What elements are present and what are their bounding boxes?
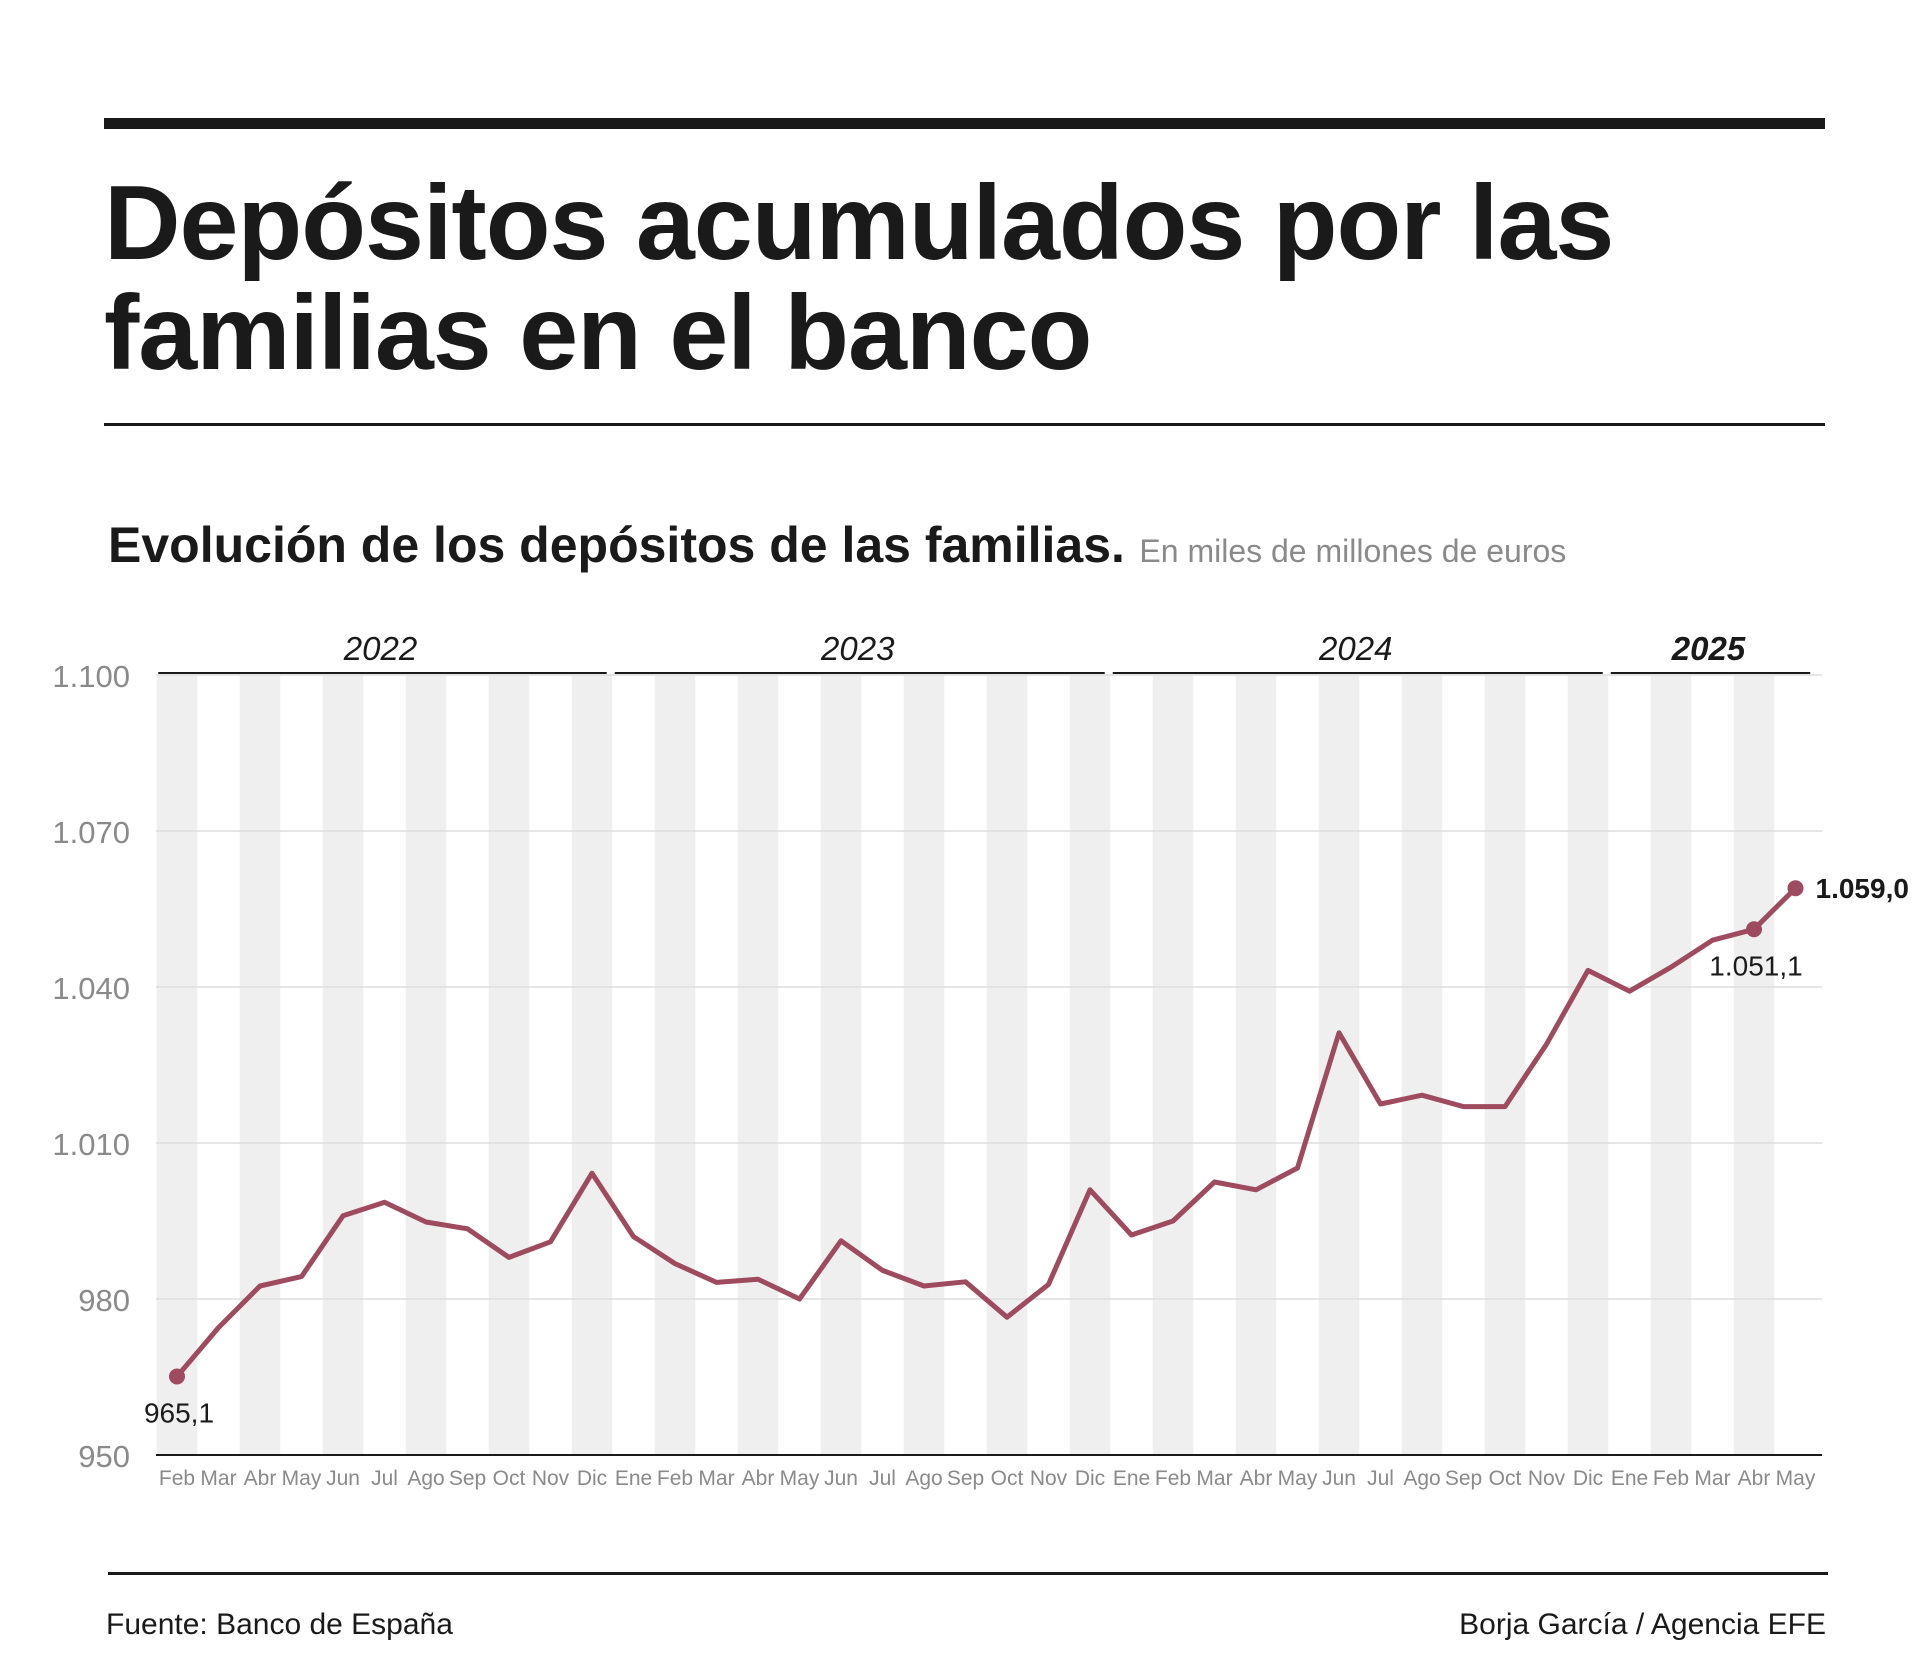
x-tick-label: Ago	[407, 1467, 444, 1490]
column-stripe	[405, 675, 447, 1455]
title-rule	[104, 423, 1825, 426]
x-tick-label: Mar	[200, 1467, 236, 1490]
bottom-rule	[108, 1572, 1828, 1575]
x-tick-label: Jun	[326, 1467, 360, 1490]
x-tick-label: Abr	[244, 1467, 277, 1490]
column-stripe	[1401, 675, 1443, 1455]
x-tick-label: Sep	[947, 1467, 984, 1490]
column-stripe	[903, 675, 945, 1455]
column-stripe	[156, 675, 198, 1455]
x-tick-label: Feb	[1653, 1467, 1689, 1490]
x-tick-label: Jul	[869, 1467, 896, 1490]
column-stripe	[1650, 675, 1692, 1455]
column-stripe	[1567, 675, 1609, 1455]
x-tick-label: Nov	[1528, 1467, 1566, 1490]
column-stripe	[1069, 675, 1111, 1455]
x-tick-label: Dic	[577, 1467, 607, 1490]
column-stripe	[571, 675, 613, 1455]
series-line	[174, 885, 1798, 1379]
x-tick-label: May	[1776, 1467, 1816, 1490]
x-tick-label: Nov	[1030, 1467, 1068, 1490]
data-point-marker	[169, 1368, 185, 1385]
x-tick-label: Feb	[657, 1467, 693, 1490]
y-tick-label: 1.040	[52, 971, 130, 1006]
x-tick-label: Oct	[991, 1467, 1024, 1490]
x-tick-label: Sep	[1445, 1467, 1482, 1490]
x-tick-label: Abr	[1738, 1467, 1771, 1490]
x-tick-label: Abr	[742, 1467, 775, 1490]
x-tick-label: Mar	[698, 1467, 734, 1490]
data-point-marker	[1746, 921, 1762, 938]
units-label: En miles de millones de euros	[1139, 533, 1567, 569]
x-tick-label: Feb	[1155, 1467, 1191, 1490]
data-label: 1.059,0	[1816, 873, 1909, 904]
y-tick-label: 1.100	[52, 659, 130, 694]
column-stripe	[986, 675, 1028, 1455]
x-tick-label: Feb	[159, 1467, 195, 1490]
year-label: 2022	[343, 630, 417, 667]
line-chart: 950 980 1.010 1.040 1.070 1.100 2022 2023 2024 20…	[52, 630, 1909, 1490]
column-stripe	[737, 675, 779, 1455]
x-tick-label: Ago	[1403, 1467, 1440, 1490]
x-tick-label: Dic	[1075, 1467, 1105, 1490]
column-stripe	[1733, 675, 1775, 1455]
x-tick-label: Dic	[1573, 1467, 1603, 1490]
page-title: Depósitos acumulados por las familias en…	[104, 164, 1614, 392]
data-point-marker	[1787, 880, 1804, 897]
x-tick-label: Oct	[493, 1467, 526, 1490]
y-tick-label: 950	[78, 1439, 130, 1474]
column-stripe	[1318, 675, 1360, 1455]
column-stripe	[1152, 675, 1194, 1455]
x-tick-label: Mar	[1196, 1467, 1232, 1490]
column-stripe	[239, 675, 281, 1455]
column-stripe	[1484, 675, 1526, 1455]
column-stripe	[488, 675, 530, 1455]
x-tick-label: Ago	[905, 1467, 942, 1490]
x-tick-label: May	[282, 1467, 322, 1490]
x-tick-label: Oct	[1489, 1467, 1522, 1490]
y-tick-label: 1.010	[52, 1127, 130, 1162]
x-tick-label: Jul	[371, 1467, 398, 1490]
x-tick-label: Ene	[1113, 1467, 1150, 1490]
year-label: 2023	[820, 630, 895, 667]
column-stripe	[1235, 675, 1277, 1455]
credit-label: Borja García / Agencia EFE	[1459, 1608, 1826, 1641]
column-stripe	[820, 675, 862, 1455]
x-tick-label: Sep	[449, 1467, 486, 1490]
column-stripe	[654, 675, 696, 1455]
x-tick-label: May	[780, 1467, 820, 1490]
chart-subtitle: Evolución de los depósitos de las famili…	[108, 517, 1125, 573]
subtitle-row: Evolución de los depósitos de las famili…	[108, 516, 1566, 574]
column-stripe	[322, 675, 364, 1455]
x-tick-label: May	[1278, 1467, 1318, 1490]
x-tick-label: Abr	[1240, 1467, 1273, 1490]
x-tick-label: Nov	[532, 1467, 570, 1490]
y-tick-label: 980	[78, 1283, 130, 1318]
year-label: 2025	[1671, 630, 1746, 667]
top-rule	[104, 118, 1825, 129]
x-tick-label: Jul	[1367, 1467, 1394, 1490]
x-tick-label: Ene	[1611, 1467, 1648, 1490]
x-tick-label: Jun	[1322, 1467, 1356, 1490]
x-tick-label: Ene	[615, 1467, 652, 1490]
y-tick-label: 1.070	[52, 815, 130, 850]
data-label: 1.051,1	[1709, 950, 1802, 981]
data-label: 965,1	[144, 1397, 214, 1428]
source-label: Fuente: Banco de España	[106, 1608, 453, 1641]
x-tick-label: Jun	[824, 1467, 858, 1490]
x-tick-label: Mar	[1694, 1467, 1730, 1490]
year-label: 2024	[1318, 630, 1392, 667]
